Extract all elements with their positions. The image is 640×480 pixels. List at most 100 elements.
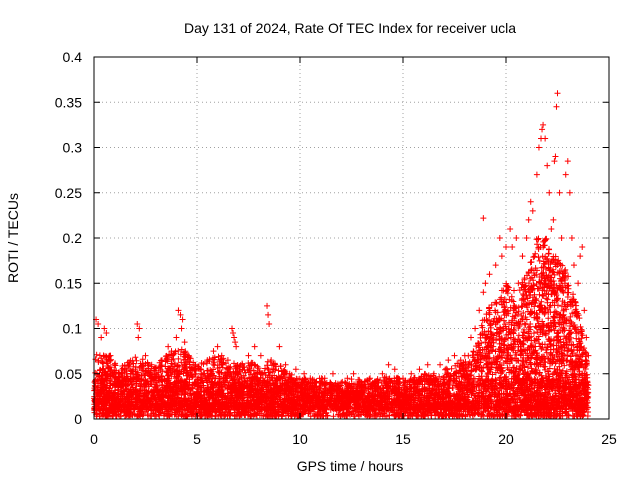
data-point: [159, 393, 166, 400]
data-point: [102, 376, 109, 383]
data-point: [474, 409, 481, 416]
data-point: [502, 411, 509, 418]
data-point: [216, 373, 223, 380]
data-point: [103, 371, 110, 378]
data-point: [135, 413, 142, 420]
data-point: [144, 402, 151, 409]
data-point: [467, 411, 474, 418]
data-point: [165, 371, 172, 378]
data-point: [170, 388, 177, 395]
data-point: [133, 388, 140, 395]
data-point: [215, 381, 222, 388]
data-point: [290, 410, 297, 417]
data-point: [564, 412, 571, 419]
data-point: [144, 378, 151, 385]
data-point: [189, 364, 196, 371]
data-point: [355, 413, 362, 420]
data-point: [577, 413, 584, 420]
data-point: [210, 384, 217, 391]
data-point: [438, 413, 445, 420]
data-point: [199, 371, 206, 378]
data-point: [554, 411, 561, 418]
data-point: [188, 394, 195, 401]
data-point: [103, 400, 110, 407]
data-point: [190, 402, 197, 409]
data-point: [154, 400, 161, 407]
data-point: [93, 351, 100, 358]
data-point: [494, 412, 501, 419]
data-point: [181, 362, 188, 369]
data-point: [124, 388, 131, 395]
data-point: [164, 354, 171, 361]
data-point: [211, 396, 218, 403]
data-point: [138, 376, 145, 383]
data-point: [174, 394, 181, 401]
data-point: [95, 406, 102, 413]
data-point: [233, 412, 240, 419]
data-point: [196, 396, 203, 403]
data-point: [142, 399, 149, 406]
data-point: [158, 405, 165, 412]
data-point: [178, 392, 185, 399]
data-point: [125, 413, 132, 420]
data-point: [132, 388, 139, 395]
data-point: [207, 394, 214, 401]
data-point: [570, 413, 577, 420]
data-point: [194, 413, 201, 420]
data-point: [137, 363, 144, 370]
data-point: [219, 364, 226, 371]
data-point: [102, 394, 109, 401]
data-point: [113, 413, 120, 420]
data-point: [195, 380, 202, 387]
data-point: [164, 388, 171, 395]
data-point: [118, 397, 125, 404]
data-point: [248, 413, 255, 420]
data-point: [99, 388, 106, 395]
data-point: [175, 355, 182, 362]
data-point: [155, 364, 162, 371]
data-point: [105, 356, 112, 363]
data-point: [136, 393, 143, 400]
data-point: [222, 377, 229, 384]
data-point: [584, 413, 591, 420]
data-point: [563, 412, 570, 419]
data-point: [185, 395, 192, 402]
data-point: [124, 359, 131, 366]
data-point: [182, 349, 189, 356]
data-point: [143, 388, 150, 395]
data-point: [194, 383, 201, 390]
data-point: [216, 400, 223, 407]
data-point: [198, 377, 205, 384]
data-point: [207, 375, 214, 382]
data-point: [155, 406, 162, 413]
data-point: [339, 378, 346, 385]
data-point: [184, 386, 191, 393]
data-point: [337, 413, 344, 420]
data-point: [146, 369, 153, 376]
data-point: [450, 413, 457, 420]
data-point: [264, 413, 271, 420]
data-point: [340, 410, 347, 417]
data-point: [139, 412, 146, 419]
data-point: [367, 411, 374, 418]
data-point: [442, 412, 449, 419]
data-point: [100, 365, 107, 372]
data-point: [186, 379, 193, 386]
data-point: [198, 360, 205, 367]
data-point: [124, 382, 131, 389]
data-point: [178, 368, 185, 375]
data-point: [97, 380, 104, 387]
data-point: [133, 357, 140, 364]
data-point: [104, 360, 111, 367]
data-point: [202, 405, 209, 412]
data-point: [187, 367, 194, 374]
data-point: [121, 412, 128, 419]
data-point: [169, 411, 176, 418]
data-point: [132, 354, 139, 361]
data-point: [479, 411, 486, 418]
data-point: [215, 353, 222, 360]
data-point: [294, 412, 301, 419]
data-point: [164, 387, 171, 394]
data-point: [165, 392, 172, 399]
data-point: [96, 352, 103, 359]
